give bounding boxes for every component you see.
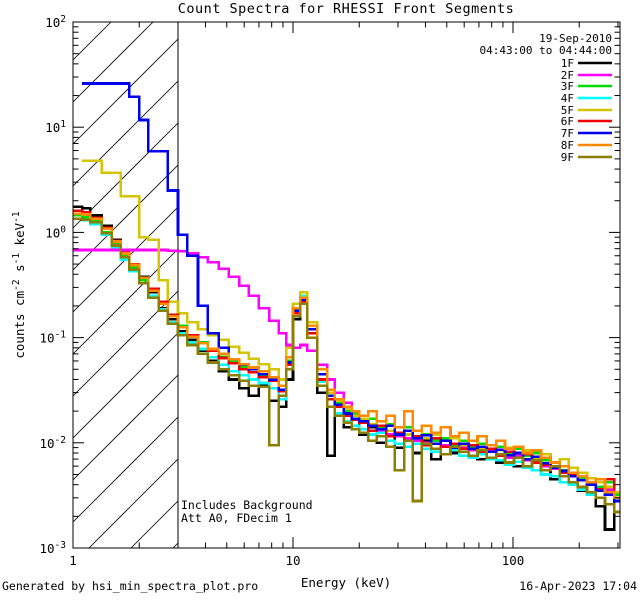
y-tick-label: 10-1 bbox=[39, 330, 66, 346]
y-axis-tick-labels: 102 101 100 10-1 10-2 10-3 bbox=[39, 14, 66, 556]
legend-item: 2F bbox=[561, 69, 612, 82]
hatch-line bbox=[73, 416, 178, 523]
plot-annotations: Includes Background Att A0, FDecim 1 bbox=[181, 498, 313, 525]
series-line-7F bbox=[82, 82, 620, 503]
hatch-line bbox=[88, 458, 178, 548]
y-tick-label: 101 bbox=[45, 119, 66, 135]
hatch-line bbox=[73, 374, 178, 481]
legend-item: 5F bbox=[561, 104, 612, 117]
generator-credit: Generated by hsi_min_spectra_plot.pro bbox=[2, 579, 258, 593]
y-tick-label: 102 bbox=[45, 14, 66, 30]
legend-label: 3F bbox=[561, 80, 574, 93]
x-tick-label: 1 bbox=[69, 553, 77, 568]
series-line-4F bbox=[73, 217, 620, 514]
legend-item: 6F bbox=[561, 115, 612, 128]
legend-item: 3F bbox=[561, 80, 612, 93]
legend-label: 2F bbox=[561, 69, 574, 82]
observation-interval: 19-Sep-2010 04:43:00 to 04:44:00 bbox=[480, 32, 612, 57]
render-timestamp: 16-Apr-2023 17:04 bbox=[519, 579, 637, 593]
hatch-line bbox=[73, 80, 178, 187]
legend-item: 7F bbox=[561, 127, 612, 140]
attenuator-note: Att A0, FDecim 1 bbox=[181, 511, 292, 525]
series-line-3F bbox=[73, 214, 620, 497]
footer: Generated by hsi_min_spectra_plot.pro 16… bbox=[2, 579, 637, 593]
series-line-9F bbox=[73, 217, 620, 514]
legend-label: 9F bbox=[561, 151, 574, 164]
series-line-5F bbox=[82, 159, 620, 494]
hatch-line bbox=[73, 38, 178, 145]
plot-frame bbox=[72, 21, 621, 549]
legend-item: 9F bbox=[561, 151, 612, 164]
hatch-line bbox=[73, 248, 178, 355]
y-tick-label: 10-3 bbox=[39, 540, 66, 556]
x-tick-label: 100 bbox=[502, 553, 525, 568]
observation-time-range: 04:43:00 to 04:44:00 bbox=[480, 44, 612, 57]
hatch-line bbox=[73, 290, 178, 397]
hatch-line bbox=[73, 22, 112, 61]
y-axis-title: counts cm-2 s-1 keV-1 bbox=[11, 211, 27, 359]
legend-label: 8F bbox=[561, 139, 574, 152]
legend: 1F 2F 3F 4F 5F 6F 7F 8F 9F bbox=[561, 57, 612, 164]
legend-label: 6F bbox=[561, 115, 574, 128]
legend-label: 4F bbox=[561, 92, 574, 105]
hatched-attenuator-region bbox=[73, 22, 178, 548]
legend-label: 7F bbox=[561, 127, 574, 140]
legend-item: 4F bbox=[561, 92, 612, 105]
y-tick-label: 100 bbox=[45, 224, 66, 240]
legend-label: 5F bbox=[561, 104, 574, 117]
hatch-line bbox=[73, 164, 178, 271]
y-tick-label: 10-2 bbox=[39, 435, 66, 451]
axis-ticks bbox=[72, 21, 620, 549]
x-axis-tick-labels: 1 10 100 bbox=[69, 553, 524, 568]
legend-label: 1F bbox=[561, 57, 574, 70]
legend-item: 8F bbox=[561, 139, 612, 152]
hatch-line bbox=[73, 332, 178, 439]
legend-item: 1F bbox=[561, 57, 612, 70]
observation-date: 19-Sep-2010 bbox=[539, 32, 612, 45]
hatch-line bbox=[130, 500, 178, 548]
series-curves bbox=[73, 82, 620, 531]
chart-title: Count Spectra for RHESSI Front Segments bbox=[178, 1, 514, 17]
hatch-line bbox=[73, 22, 154, 103]
x-axis-title: Energy (keV) bbox=[301, 575, 391, 590]
background-note: Includes Background bbox=[181, 498, 313, 512]
x-tick-label: 10 bbox=[285, 553, 300, 568]
series-line-1F bbox=[73, 205, 620, 531]
